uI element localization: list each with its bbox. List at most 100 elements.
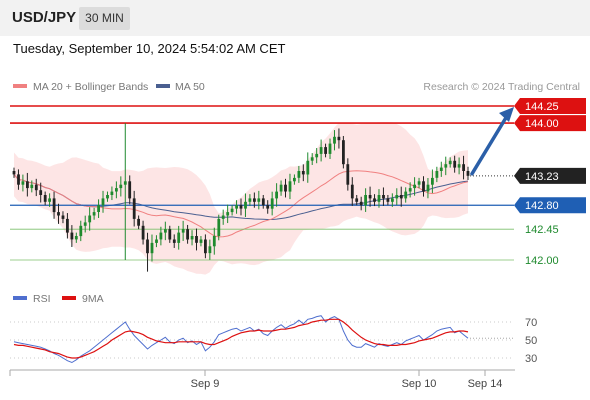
price-tag-resistance	[514, 98, 586, 114]
candle-body	[395, 195, 399, 199]
candle-body	[355, 198, 359, 202]
candle-body	[293, 177, 296, 182]
candle-body	[315, 153, 319, 158]
candle-body	[172, 239, 176, 243]
candle-body	[146, 239, 149, 254]
candle-body	[141, 225, 145, 240]
candle-body	[301, 171, 305, 175]
x-tick-label: Sep 9	[191, 378, 220, 390]
candle-body	[426, 184, 430, 192]
candle-body	[61, 215, 65, 219]
price-tag-label: 142.45	[525, 224, 559, 236]
candle-body	[408, 188, 412, 192]
candle-body	[399, 195, 403, 199]
candle-body	[230, 208, 234, 213]
candle-body	[333, 136, 336, 144]
candle-body	[288, 181, 292, 192]
rsi-ma9-line	[13, 318, 469, 359]
candle-body	[359, 201, 363, 206]
candle-body	[204, 239, 207, 254]
candle-body	[391, 198, 394, 202]
candle-body	[195, 236, 198, 243]
price-tag-support	[514, 197, 586, 214]
candle-body	[297, 171, 301, 178]
timeframe-button[interactable]: 30 MIN	[79, 7, 130, 30]
candle-body	[328, 143, 332, 154]
candle-body	[221, 215, 225, 219]
candle-body	[319, 147, 323, 154]
candle-body	[364, 195, 367, 206]
candle-body	[266, 205, 270, 209]
x-tick-label: Sep 10	[402, 378, 437, 390]
candle-body	[70, 232, 74, 240]
price-tag-label: 144.25	[525, 101, 559, 113]
candle-body	[444, 164, 448, 168]
ma9-legend-swatch	[62, 296, 76, 300]
candle-body	[244, 201, 247, 209]
candle-body	[177, 232, 181, 243]
candle-body	[43, 195, 47, 202]
x-tick-label: Sep 14	[468, 378, 503, 390]
candle-body	[110, 191, 114, 195]
candle-body	[257, 198, 261, 202]
candle-body	[342, 140, 345, 165]
candle-body	[186, 229, 189, 240]
candle-body	[239, 205, 243, 209]
candle-body	[248, 198, 252, 202]
candle-body	[159, 232, 163, 240]
candle-body	[235, 205, 238, 209]
candle-body	[306, 160, 310, 175]
candle-body	[17, 174, 20, 185]
candle-body	[128, 181, 132, 199]
candle-body	[97, 205, 100, 212]
candle-body	[199, 239, 203, 243]
projection-arrow-head	[499, 107, 514, 122]
ma9-legend-label: 9MA	[82, 293, 104, 305]
rsi-legend-label: RSI	[33, 293, 51, 305]
candle-body	[439, 167, 443, 171]
ma20-legend-swatch	[13, 84, 27, 88]
candle-body	[164, 229, 167, 233]
candle-body	[74, 236, 78, 240]
candle-body	[253, 198, 256, 202]
ma50-legend-label: MA 50	[175, 81, 205, 93]
ma20-legend-label: MA 20 + Bollinger Bands	[33, 81, 148, 93]
candle-body	[101, 198, 105, 206]
rsi-legend-swatch	[13, 296, 27, 300]
candle-body	[168, 229, 172, 240]
candle-body	[30, 184, 34, 189]
price-tag-label: 144.00	[525, 118, 559, 130]
candle-body	[337, 136, 341, 141]
rsi-tick-label: 50	[525, 335, 537, 347]
candle-body	[422, 181, 425, 192]
bollinger-band-area	[14, 122, 468, 275]
ma20-line	[13, 170, 469, 238]
candle-body	[462, 164, 465, 171]
price-tag-label: 142.80	[525, 200, 559, 212]
candle-body	[457, 164, 461, 168]
candle-body	[106, 195, 109, 199]
candle-body	[57, 212, 60, 216]
price-tag-label: 142.00	[525, 255, 559, 267]
candle-body	[52, 198, 56, 213]
candle-body	[83, 222, 87, 226]
candle-body	[373, 198, 376, 202]
candle-body	[119, 184, 123, 189]
candle-body	[279, 184, 283, 192]
candle-body	[21, 181, 25, 185]
candle-body	[448, 160, 452, 165]
credit-text: Research © 2024 Trading Central	[423, 81, 580, 93]
candle-body	[404, 191, 408, 199]
rsi-line	[13, 315, 469, 364]
projection-arrow-shaft	[470, 114, 509, 176]
candle-body	[377, 195, 381, 202]
price-tag-label: 143.23	[525, 171, 559, 183]
candle-body	[346, 164, 350, 185]
rsi-tick-label: 70	[525, 317, 537, 329]
candle-body	[217, 218, 221, 236]
candle-body	[155, 239, 158, 243]
candle-body	[115, 188, 118, 192]
candle-body	[190, 236, 194, 240]
candle-body	[34, 184, 38, 191]
